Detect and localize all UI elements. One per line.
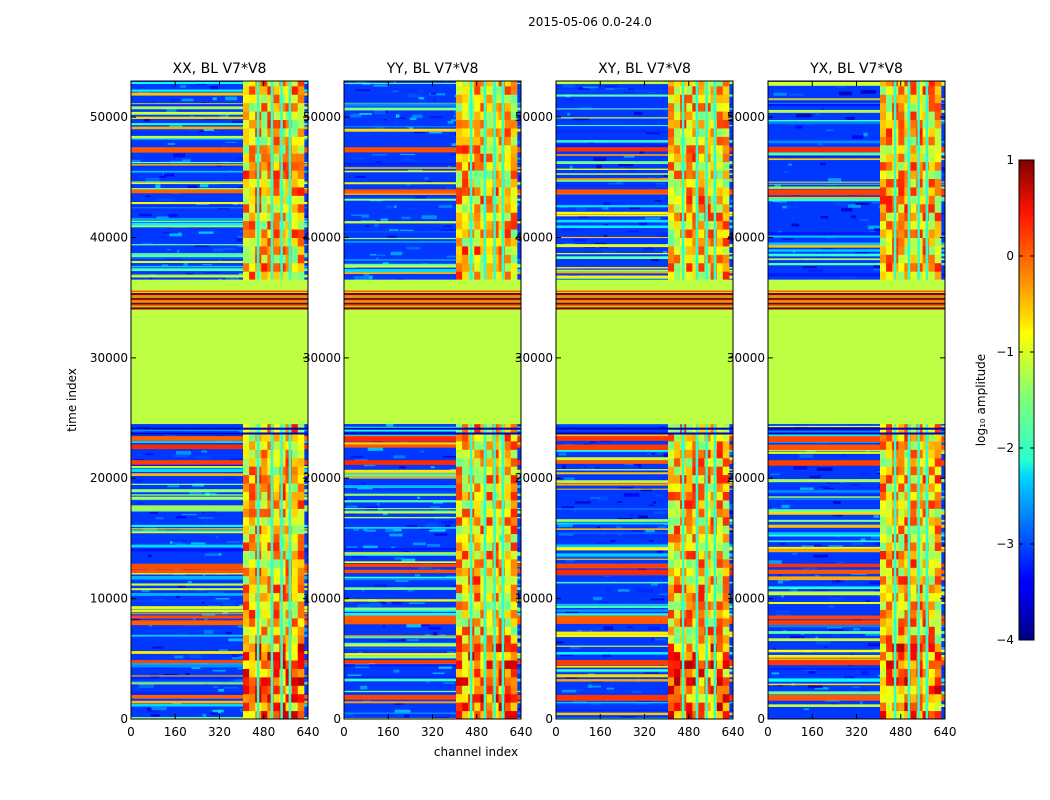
y-tick-label: 50000 <box>515 110 553 124</box>
y-axis-label: time index <box>65 368 79 432</box>
x-tick-label: 640 <box>934 725 957 739</box>
colorbar: 1 0 −1 −2 −3 −4 log₁₀ amplitude <box>974 153 1035 647</box>
heatmap-image <box>556 81 733 719</box>
y-tick-label: 10000 <box>303 592 341 606</box>
x-axis-label: channel index <box>434 745 518 759</box>
y-tick-label: 0 <box>757 712 765 726</box>
heatmap-image <box>131 81 308 719</box>
y-tick-label: 10000 <box>90 592 128 606</box>
colorbar-tick-label: 1 <box>1006 153 1014 167</box>
y-tick-label: 10000 <box>515 592 553 606</box>
x-tick-label: 640 <box>510 725 533 739</box>
colorbar-tick-label: −4 <box>996 633 1014 647</box>
y-tick-label: 50000 <box>303 110 341 124</box>
y-tick-label: 20000 <box>303 471 341 485</box>
x-tick-label: 480 <box>677 725 700 739</box>
x-tick-label: 0 <box>340 725 348 739</box>
x-tick-label: 0 <box>552 725 560 739</box>
y-tick-label: 30000 <box>727 351 765 365</box>
y-tick-label: 0 <box>120 712 128 726</box>
y-tick-label: 40000 <box>515 230 553 244</box>
y-tick-label: 0 <box>333 712 341 726</box>
y-tick-label: 20000 <box>727 471 765 485</box>
x-tick-label: 160 <box>164 725 187 739</box>
y-tick-label: 30000 <box>515 351 553 365</box>
panel-title: YY, BL V7*V8 <box>386 61 479 77</box>
heatmap-image <box>344 81 521 719</box>
panel-title: YX, BL V7*V8 <box>809 61 903 77</box>
y-tick-label: 10000 <box>727 592 765 606</box>
panel-yx: YX, BL V7*V8 0 160 320 480 640 0 10000 20000 3000… <box>727 61 957 739</box>
y-tick-label: 0 <box>545 712 553 726</box>
y-tick-label: 40000 <box>727 230 765 244</box>
x-tick-label: 640 <box>297 725 320 739</box>
x-tick-label: 480 <box>252 725 275 739</box>
x-tick-label: 0 <box>764 725 772 739</box>
figure-suptitle: 2015-05-06 0.0-24.0 <box>528 15 652 29</box>
x-tick-label: 480 <box>465 725 488 739</box>
y-tick-label: 30000 <box>303 351 341 365</box>
y-tick-label: 50000 <box>727 110 765 124</box>
y-tick-label: 20000 <box>90 471 128 485</box>
x-tick-label: 640 <box>722 725 745 739</box>
panel-xx: XX, BL V7*V8 0 160 320 480 640 0 10000 20000 3000… <box>90 61 320 739</box>
panel-yy: YY, BL V7*V8 0 160 320 480 640 0 10000 20000 3000… <box>303 61 533 739</box>
x-tick-label: 320 <box>845 725 868 739</box>
y-tick-label: 30000 <box>90 351 128 365</box>
panel-title: XX, BL V7*V8 <box>173 61 267 77</box>
x-tick-label: 160 <box>801 725 824 739</box>
colorbar-tick-label: −1 <box>996 345 1014 359</box>
panel-xy: XY, BL V7*V8 0 160 320 480 640 0 10000 20000 3000… <box>515 61 745 739</box>
y-tick-label: 40000 <box>303 230 341 244</box>
x-tick-label: 160 <box>377 725 400 739</box>
x-tick-label: 320 <box>208 725 231 739</box>
y-tick-label: 20000 <box>515 471 553 485</box>
colorbar-tick-label: −2 <box>996 441 1014 455</box>
colorbar-gradient <box>1018 159 1035 641</box>
x-tick-label: 320 <box>421 725 444 739</box>
y-tick-label: 40000 <box>90 230 128 244</box>
x-tick-label: 320 <box>633 725 656 739</box>
y-tick-label: 50000 <box>90 110 128 124</box>
x-tick-label: 0 <box>127 725 135 739</box>
heatmap-image <box>768 81 945 719</box>
colorbar-tick-label: 0 <box>1006 249 1014 263</box>
x-tick-label: 480 <box>889 725 912 739</box>
panel-title: XY, BL V7*V8 <box>598 61 691 77</box>
colorbar-tick-label: −3 <box>996 537 1014 551</box>
x-tick-label: 160 <box>589 725 612 739</box>
colorbar-label: log₁₀ amplitude <box>974 354 988 446</box>
